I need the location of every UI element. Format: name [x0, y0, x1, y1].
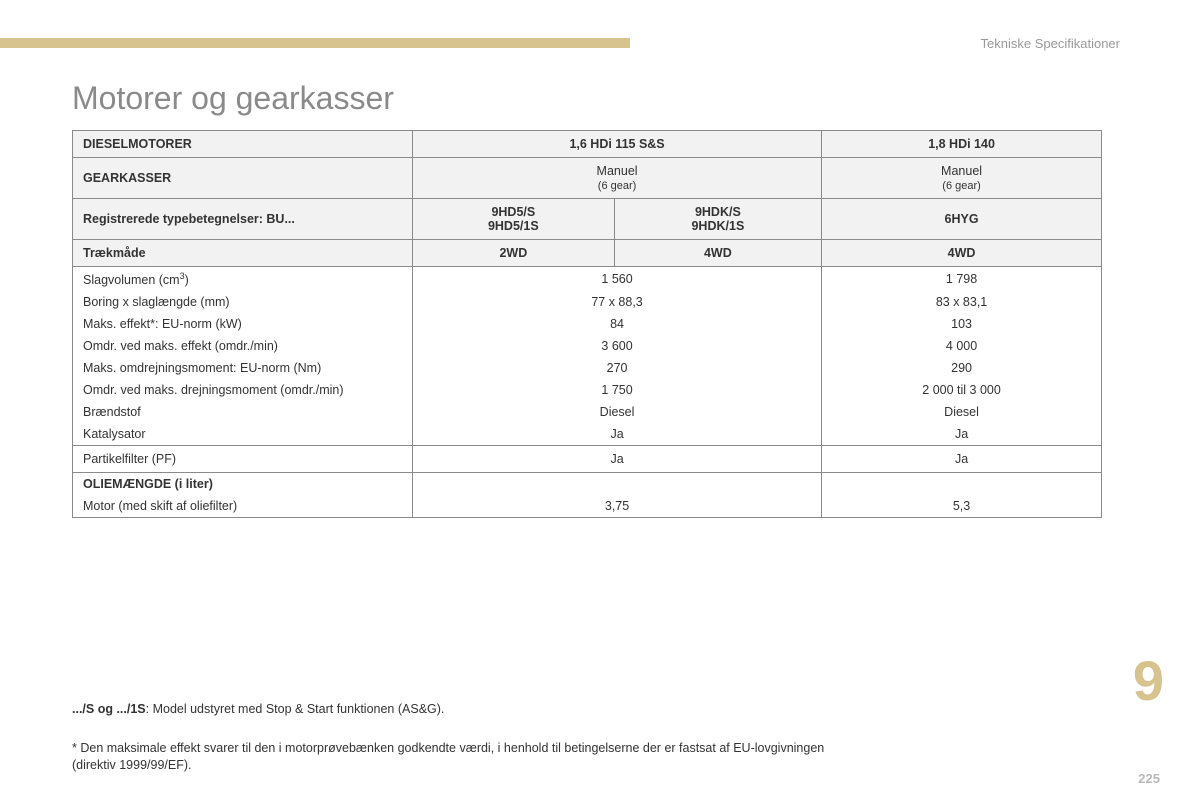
cell-value: 1 798: [822, 267, 1102, 292]
cell-value: Ja: [413, 423, 822, 446]
cell-value: Manuel (6 gear): [822, 158, 1102, 199]
cell-value: 290: [822, 357, 1102, 379]
cell-label: Katalysator: [73, 423, 413, 446]
cell-value: 1,8 HDi 140: [822, 131, 1102, 158]
cell-value: 1 750: [413, 379, 822, 401]
cell-value: 1 560: [413, 267, 822, 292]
table-row-torque: Maks. omdrejningsmoment: EU-norm (Nm) 27…: [73, 357, 1102, 379]
cell-value: Ja: [413, 446, 822, 473]
table-row-type: Registrerede typebetegnelser: BU... 9HD5…: [73, 199, 1102, 240]
cell-value: [822, 473, 1102, 496]
spec-table: DIESELMOTORER 1,6 HDi 115 S&S 1,8 HDi 14…: [72, 130, 1102, 518]
table-row-bore: Boring x slaglængde (mm) 77 x 88,3 83 x …: [73, 291, 1102, 313]
cell-label: Maks. omdrejningsmoment: EU-norm (Nm): [73, 357, 413, 379]
cell-label: Maks. effekt*: EU-norm (kW): [73, 313, 413, 335]
cell-value: 1,6 HDi 115 S&S: [413, 131, 822, 158]
cell-label: DIESELMOTORER: [73, 131, 413, 158]
cell-value: 270: [413, 357, 822, 379]
cell-label: Omdr. ved maks. effekt (omdr./min): [73, 335, 413, 357]
cell-label: Boring x slaglængde (mm): [73, 291, 413, 313]
cell-label: Slagvolumen (cm3): [73, 267, 413, 292]
table-row-oil-header: OLIEMÆNGDE (i liter): [73, 473, 1102, 496]
cell-value: 4WD: [614, 240, 821, 267]
table-row-pf: Partikelfilter (PF) Ja Ja: [73, 446, 1102, 473]
chapter-number: 9: [1133, 648, 1164, 713]
cell-value: 77 x 88,3: [413, 291, 822, 313]
table-row-oil: Motor (med skift af oliefilter) 3,75 5,3: [73, 495, 1102, 518]
table-row-drive: Trækmåde 2WD 4WD 4WD: [73, 240, 1102, 267]
cell-label: Omdr. ved maks. drejningsmoment (omdr./m…: [73, 379, 413, 401]
cell-value: 103: [822, 313, 1102, 335]
table-row-fuel: Brændstof Diesel Diesel: [73, 401, 1102, 423]
cell-value: 84: [413, 313, 822, 335]
section-header-label: Tekniske Specifikationer: [981, 36, 1120, 51]
cell-label: GEARKASSER: [73, 158, 413, 199]
cell-label: Partikelfilter (PF): [73, 446, 413, 473]
cell-value: Diesel: [822, 401, 1102, 423]
cell-value: 9HDK/S9HDK/1S: [614, 199, 821, 240]
cell-value: Manuel (6 gear): [413, 158, 822, 199]
accent-bar: [0, 38, 630, 48]
cell-value: 3 600: [413, 335, 822, 357]
cell-value: 2 000 til 3 000: [822, 379, 1102, 401]
page-number: 225: [1138, 771, 1160, 786]
cell-value: 6HYG: [822, 199, 1102, 240]
table-row-displacement: Slagvolumen (cm3) 1 560 1 798: [73, 267, 1102, 292]
cell-value: Ja: [822, 446, 1102, 473]
cell-label: Registrerede typebetegnelser: BU...: [73, 199, 413, 240]
table-row-engines: DIESELMOTORER 1,6 HDi 115 S&S 1,8 HDi 14…: [73, 131, 1102, 158]
cell-value: 4 000: [822, 335, 1102, 357]
table-row-torque-rpm: Omdr. ved maks. drejningsmoment (omdr./m…: [73, 379, 1102, 401]
table-row-gearbox: GEARKASSER Manuel (6 gear) Manuel (6 gea…: [73, 158, 1102, 199]
table-row-power: Maks. effekt*: EU-norm (kW) 84 103: [73, 313, 1102, 335]
cell-value: 9HD5/S9HD5/1S: [413, 199, 615, 240]
footnote-stop-start: .../S og .../1S: Model udstyret med Stop…: [72, 702, 444, 716]
cell-label: Brændstof: [73, 401, 413, 423]
cell-value: Diesel: [413, 401, 822, 423]
cell-value: 83 x 83,1: [822, 291, 1102, 313]
footnote-eu-directive: * Den maksimale effekt svarer til den i …: [72, 740, 1092, 774]
cell-value: 3,75: [413, 495, 822, 518]
cell-value: [413, 473, 822, 496]
cell-label: OLIEMÆNGDE (i liter): [73, 473, 413, 496]
cell-value: 5,3: [822, 495, 1102, 518]
page-title: Motorer og gearkasser: [72, 80, 394, 117]
table-row-power-rpm: Omdr. ved maks. effekt (omdr./min) 3 600…: [73, 335, 1102, 357]
cell-label: Trækmåde: [73, 240, 413, 267]
cell-label: Motor (med skift af oliefilter): [73, 495, 413, 518]
cell-value: 2WD: [413, 240, 615, 267]
table-row-catalyst: Katalysator Ja Ja: [73, 423, 1102, 446]
cell-value: Ja: [822, 423, 1102, 446]
cell-value: 4WD: [822, 240, 1102, 267]
